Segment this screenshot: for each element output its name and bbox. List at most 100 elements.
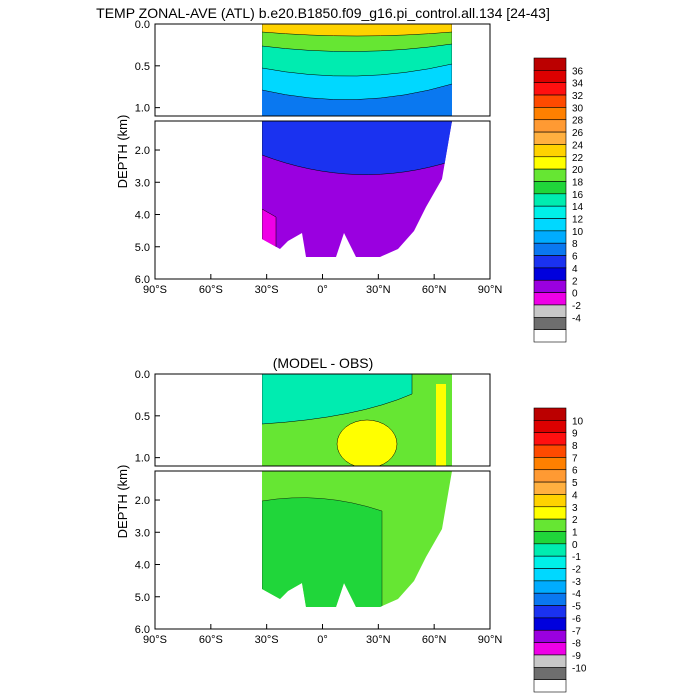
colorbar-label: -1 bbox=[572, 552, 581, 563]
colorbar-swatch bbox=[533, 168, 567, 182]
colorbar-swatch bbox=[533, 481, 567, 495]
panel-upper-frame bbox=[154, 23, 491, 117]
colorbar-swatch bbox=[533, 679, 567, 693]
colorbar-swatch bbox=[533, 119, 567, 133]
colorbar-label: 7 bbox=[572, 453, 578, 464]
chart-title: (MODEL - OBS) bbox=[273, 355, 374, 371]
colorbar-swatch bbox=[533, 279, 567, 293]
x-tick-label: 0° bbox=[317, 284, 328, 296]
x-tick-label: 90°S bbox=[143, 284, 167, 296]
x-tick-label: 60°N bbox=[422, 284, 447, 296]
y-axis-label: DEPTH (km) bbox=[115, 115, 130, 189]
colorbar-label: 36 bbox=[572, 66, 584, 77]
colorbar-label: -10 bbox=[572, 663, 587, 674]
x-tick-label: 60°N bbox=[422, 634, 447, 646]
colorbar-label: 10 bbox=[572, 416, 584, 427]
colorbar-label: -8 bbox=[572, 639, 581, 650]
colorbar-label: -5 bbox=[572, 602, 581, 613]
colorbar-swatch bbox=[533, 543, 567, 557]
colorbar-swatch bbox=[533, 506, 567, 520]
colorbar-label: 30 bbox=[572, 103, 584, 114]
colorbar-label: 6 bbox=[572, 466, 578, 477]
x-tick-label: 30°N bbox=[366, 284, 391, 296]
colorbar-swatch bbox=[533, 494, 567, 508]
colorbar-label: 32 bbox=[572, 91, 584, 102]
chart-model-minus-obs: (MODEL - OBS)0.00.51.02.03.04.05.06.090°… bbox=[115, 355, 587, 693]
colorbar-swatch bbox=[533, 580, 567, 594]
colorbar-label: -3 bbox=[572, 577, 581, 588]
y-tick-label: 1.0 bbox=[135, 103, 150, 115]
colorbar-swatch bbox=[533, 642, 567, 656]
band-0-1 bbox=[262, 374, 413, 425]
colorbar-label: -2 bbox=[572, 301, 581, 312]
colorbar-label: 34 bbox=[572, 79, 584, 90]
colorbar-label: 20 bbox=[572, 165, 584, 176]
colorbar-swatch bbox=[533, 242, 567, 256]
colorbar-swatch bbox=[533, 518, 567, 532]
y-tick-label: 2.0 bbox=[135, 145, 150, 157]
colorbar-swatch bbox=[533, 329, 567, 343]
colorbar-swatch bbox=[533, 255, 567, 269]
colorbar-label: 2 bbox=[572, 515, 578, 526]
colorbar-swatch bbox=[533, 94, 567, 108]
colorbar-label: 8 bbox=[572, 441, 578, 452]
colorbar-swatch bbox=[533, 57, 567, 71]
x-tick-label: 30°N bbox=[366, 634, 391, 646]
colorbar-swatch bbox=[533, 667, 567, 680]
colorbar-swatch bbox=[533, 193, 567, 207]
y-tick-label: 6.0 bbox=[135, 274, 150, 286]
colorbar-label: 12 bbox=[572, 215, 584, 226]
colorbar-label: 6 bbox=[572, 252, 578, 263]
colorbar-label: 16 bbox=[572, 190, 584, 201]
colorbar-swatch bbox=[533, 469, 567, 483]
colorbar-label: 10 bbox=[572, 227, 584, 238]
colorbar-label: 14 bbox=[572, 202, 584, 213]
y-tick-label: 3.0 bbox=[135, 527, 150, 539]
y-tick-label: 3.0 bbox=[135, 177, 150, 189]
band-2-3 bbox=[336, 419, 398, 469]
colorbar-label: 9 bbox=[572, 429, 578, 440]
colorbar-label: -2 bbox=[572, 565, 581, 576]
colorbar-swatch bbox=[533, 156, 567, 170]
band-2-3-east bbox=[436, 384, 446, 466]
colorbar-swatch bbox=[533, 82, 567, 96]
colorbar-swatch bbox=[533, 292, 567, 306]
colorbar-swatch bbox=[533, 605, 567, 619]
colorbar-swatch bbox=[533, 205, 567, 219]
y-tick-label: 0.0 bbox=[135, 19, 150, 31]
colorbar-label: 1 bbox=[572, 527, 578, 538]
colorbar-label: -4 bbox=[572, 589, 581, 600]
colorbar-swatch bbox=[533, 432, 567, 446]
colorbar-swatch bbox=[533, 592, 567, 606]
y-tick-label: 0.5 bbox=[135, 411, 150, 423]
colorbar-label: 4 bbox=[572, 490, 578, 501]
colorbar-swatch bbox=[533, 267, 567, 281]
colorbar-label: -4 bbox=[572, 313, 581, 324]
panel-upper-frame bbox=[154, 373, 491, 467]
temperature-field bbox=[262, 374, 452, 607]
colorbar-swatch bbox=[533, 420, 567, 433]
colorbar-label: 8 bbox=[572, 239, 578, 250]
colorbar-swatch bbox=[533, 304, 567, 318]
temperature-field bbox=[262, 24, 452, 257]
y-axis-label: DEPTH (km) bbox=[115, 465, 130, 539]
colorbar-swatch bbox=[533, 629, 567, 643]
colorbar-label: 28 bbox=[572, 116, 584, 127]
y-tick-label: 5.0 bbox=[135, 242, 150, 254]
colorbar-label: -7 bbox=[572, 626, 581, 637]
colorbar-swatch bbox=[533, 181, 567, 195]
y-tick-label: 4.0 bbox=[135, 210, 150, 222]
y-tick-label: 5.0 bbox=[135, 592, 150, 604]
x-tick-label: 0° bbox=[317, 634, 328, 646]
colorbar-swatch bbox=[533, 457, 567, 471]
y-tick-label: 6.0 bbox=[135, 624, 150, 636]
colorbar-label: 26 bbox=[572, 128, 584, 139]
colorbar-label: -6 bbox=[572, 614, 581, 625]
colorbar-swatch bbox=[533, 444, 567, 458]
colorbar-swatch bbox=[533, 317, 567, 330]
x-tick-label: 90°N bbox=[478, 284, 503, 296]
y-tick-label: 0.0 bbox=[135, 369, 150, 381]
